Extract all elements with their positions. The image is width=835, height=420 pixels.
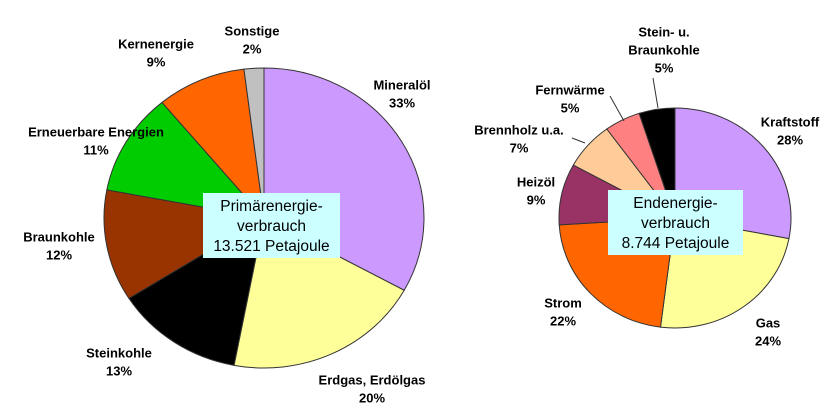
label-line: 5% [655, 61, 674, 76]
center-label-line: Endenergie- [633, 195, 717, 212]
label-line: 9% [147, 55, 166, 70]
label-line: 9% [527, 193, 546, 208]
slice-label-brennholz-u-a: Brennholz u.a. 7% [474, 123, 564, 156]
label-line: Brennholz u.a. [474, 123, 564, 138]
label-line: 11% [83, 143, 109, 158]
label-line: 2% [243, 42, 262, 57]
label-line: Mineralöl [373, 78, 430, 93]
slice-label-erneuerbare-energien: Erneuerbare Energien 11% [28, 125, 164, 158]
pie-slice-erneuerbare-energien [106, 101, 266, 219]
slice-label-erdgas-erdoelgas: Erdgas, Erdölgas 20% [319, 373, 426, 406]
center-label-box [203, 193, 340, 258]
center-label-line: Primärenergie- [220, 198, 323, 215]
label-line: Stein- u. [638, 25, 689, 40]
center-label-box [608, 190, 743, 255]
label-line: Sonstige [225, 24, 280, 39]
label-line: Erdgas, Erdölgas [319, 373, 426, 388]
label-line: 13% [106, 364, 132, 379]
slice-label-braunkohle: Braunkohle 12% [23, 230, 95, 263]
center-label-line: verbrauch [237, 218, 306, 235]
label-line: Braunkohle [23, 230, 95, 245]
slice-label-strom: Strom 22% [544, 296, 582, 329]
label-line: Steinkohle [86, 346, 152, 361]
label-line: 33% [389, 96, 415, 111]
label-line: 22% [550, 314, 576, 329]
label-line: 7% [510, 141, 529, 156]
label-line: Heizöl [517, 175, 555, 190]
label-line: Fernwärme [535, 83, 604, 98]
label-line: 24% [755, 334, 781, 349]
slice-label-fernwaerme: Fernwärme 5% [535, 83, 604, 116]
label-line: Braunkohle [628, 43, 700, 58]
label-line: Erneuerbare Energien [28, 125, 164, 140]
label-line: 5% [561, 101, 580, 116]
slice-label-stein-u: Stein- u. Braunkohle 5% [628, 25, 700, 76]
center-label-endenergieverbrauch: Endenergie-verbrauch 8.744 Petajoule [622, 195, 730, 252]
center-label-line: verbrauch [641, 215, 710, 232]
label-leader-line [609, 95, 625, 122]
pie-slice-kernenergie [161, 68, 265, 220]
label-line: 20% [359, 391, 385, 406]
label-line: Strom [544, 296, 582, 311]
center-label-primaerenergieverbrauch: Primärenergie-verbrauch 13.521 Petajoule [213, 198, 329, 255]
center-label-line: 8.744 Petajoule [622, 235, 730, 252]
pie-slice-sonstige [243, 67, 265, 219]
pie-chart-primaerenergieverbrauch: Mineralöl 33% Erdgas, Erdölgas 20% Steinkohl… [23, 24, 430, 406]
label-line: Kraftstoff [761, 115, 820, 130]
label-leader-line [571, 137, 586, 144]
label-leader-line [652, 77, 659, 109]
slice-label-gas: Gas 24% [755, 316, 781, 349]
label-line: 12% [46, 248, 72, 263]
slice-label-kraftstoff: Kraftstoff 28% [761, 115, 820, 148]
center-label-line: 13.521 Petajoule [213, 238, 329, 255]
slice-label-mineraloel: Mineralöl 33% [373, 78, 430, 111]
pie-chart-endenergieverbrauch: Kraftstoff 28% Gas 24% Strom 22% Heizöl 9% Brenn… [474, 25, 820, 349]
label-line: Gas [756, 316, 781, 331]
slice-label-steinkohle: Steinkohle 13% [86, 346, 152, 379]
slice-label-sonstige: Sonstige 2% [225, 24, 280, 57]
slice-label-kernenergie: Kernenergie 9% [118, 37, 194, 70]
slice-label-heizoel: Heizöl 9% [517, 175, 555, 208]
label-line: Kernenergie [118, 37, 194, 52]
label-line: 28% [777, 133, 803, 148]
